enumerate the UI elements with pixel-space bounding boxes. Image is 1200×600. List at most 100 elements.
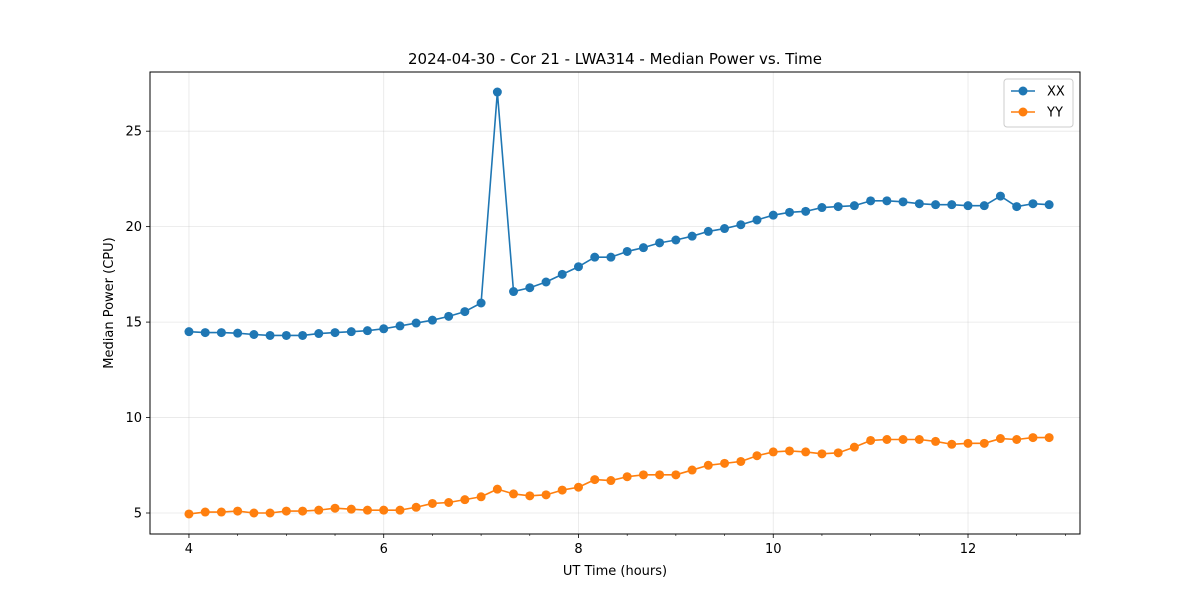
- x-tick-label-1: 6: [380, 542, 388, 557]
- data-point-xx: [573, 262, 583, 272]
- data-point-yy: [346, 504, 356, 514]
- data-point-yy: [638, 470, 648, 480]
- x-tick-label-3: 10: [765, 542, 782, 557]
- x-tick-label-0: 4: [185, 542, 193, 557]
- data-point-yy: [427, 498, 437, 508]
- data-point-xx: [1012, 202, 1022, 212]
- data-point-xx: [1028, 199, 1038, 209]
- data-point-xx: [963, 201, 973, 211]
- data-point-yy: [249, 508, 259, 518]
- data-point-xx: [655, 238, 665, 248]
- legend: XX YY: [1003, 78, 1074, 128]
- data-point-xx: [395, 321, 405, 331]
- y-tick-label-0: 5: [134, 507, 142, 522]
- data-point-xx: [281, 330, 291, 340]
- legend-marker-yy: [1018, 107, 1028, 117]
- data-point-xx: [622, 246, 632, 256]
- data-point-yy: [768, 447, 778, 457]
- data-point-yy: [736, 456, 746, 466]
- data-point-xx: [752, 215, 762, 225]
- y-tick-label-3: 20: [125, 220, 142, 235]
- data-point-yy: [281, 506, 291, 516]
- data-point-yy: [655, 470, 665, 480]
- data-point-xx: [379, 324, 389, 334]
- data-point-yy: [1028, 433, 1038, 443]
- series-layer: [184, 87, 1054, 519]
- data-point-yy: [379, 505, 389, 515]
- data-point-xx: [947, 200, 957, 210]
- data-point-yy: [606, 476, 616, 486]
- grid: [150, 72, 1080, 534]
- data-point-yy: [979, 438, 989, 448]
- data-point-xx: [346, 327, 356, 337]
- data-point-yy: [509, 489, 519, 499]
- data-point-xx: [768, 210, 778, 220]
- y-tick-label-2: 15: [125, 316, 142, 331]
- data-point-yy: [298, 506, 308, 516]
- data-point-yy: [833, 448, 843, 458]
- data-point-yy: [411, 502, 421, 512]
- data-point-yy: [849, 442, 859, 452]
- data-point-yy: [557, 485, 567, 495]
- data-point-yy: [330, 503, 340, 513]
- data-point-xx: [703, 226, 713, 236]
- data-point-xx: [509, 287, 519, 297]
- data-point-xx: [233, 328, 243, 338]
- ticks: 4 6 8 10 12 5 10 15 20 25: [125, 125, 1066, 557]
- data-point-xx: [362, 326, 372, 336]
- data-point-xx: [898, 197, 908, 207]
- legend-label-yy: YY: [1046, 106, 1063, 121]
- data-point-xx: [265, 330, 275, 340]
- data-point-yy: [898, 435, 908, 444]
- data-point-yy: [931, 436, 941, 446]
- data-point-xx: [979, 201, 989, 211]
- data-point-yy: [590, 475, 600, 485]
- data-point-xx: [184, 327, 194, 337]
- data-point-yy: [395, 505, 405, 515]
- data-point-xx: [849, 201, 859, 211]
- data-point-xx: [785, 207, 795, 217]
- data-point-yy: [200, 507, 210, 517]
- data-point-xx: [525, 283, 535, 293]
- data-point-xx: [476, 298, 486, 308]
- y-tick-label-1: 10: [125, 411, 142, 426]
- data-point-yy: [882, 435, 892, 444]
- data-point-yy: [476, 492, 486, 502]
- data-point-xx: [330, 328, 340, 338]
- data-point-xx: [638, 243, 648, 253]
- data-point-yy: [265, 508, 275, 518]
- data-point-xx: [411, 318, 421, 328]
- data-point-yy: [752, 451, 762, 461]
- data-point-xx: [314, 329, 324, 339]
- data-point-xx: [541, 277, 551, 287]
- data-point-yy: [541, 490, 551, 500]
- x-tick-label-4: 12: [960, 542, 977, 557]
- data-point-yy: [1044, 433, 1054, 443]
- x-tick-label-2: 8: [574, 542, 582, 557]
- data-point-yy: [801, 447, 811, 457]
- data-point-xx: [866, 196, 876, 206]
- data-point-yy: [785, 446, 795, 456]
- data-point-yy: [866, 435, 876, 445]
- data-point-yy: [216, 507, 226, 517]
- data-point-xx: [1044, 200, 1054, 210]
- data-point-yy: [963, 438, 973, 448]
- data-point-yy: [573, 482, 583, 492]
- data-point-xx: [460, 307, 470, 317]
- data-point-yy: [914, 435, 924, 444]
- y-tick-label-4: 25: [125, 125, 142, 140]
- series-yy: [184, 433, 1054, 519]
- legend-marker-xx: [1018, 86, 1028, 96]
- data-point-xx: [492, 87, 502, 97]
- data-point-xx: [687, 231, 697, 241]
- data-point-yy: [817, 449, 827, 459]
- data-point-yy: [184, 509, 194, 519]
- data-point-xx: [736, 220, 746, 230]
- data-point-xx: [249, 330, 259, 339]
- data-point-yy: [687, 465, 697, 475]
- plot-frame: [149, 71, 1081, 535]
- data-point-xx: [720, 224, 730, 234]
- data-point-yy: [671, 470, 681, 480]
